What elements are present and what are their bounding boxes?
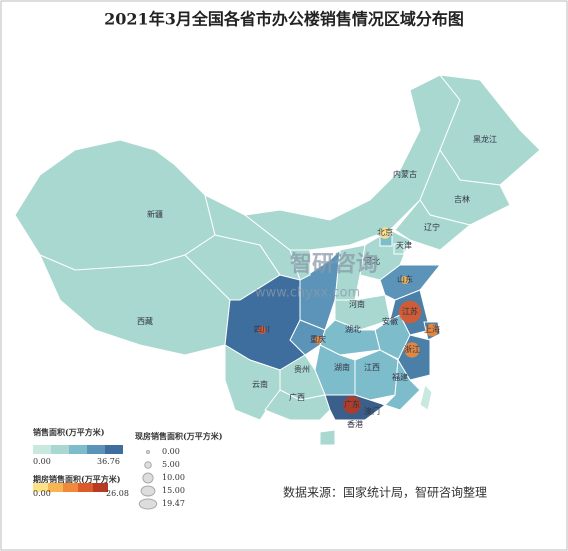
province-label: 贵州 — [294, 364, 310, 374]
province — [384, 358, 421, 411]
size-label: 15.00 — [162, 486, 185, 495]
legend-current: 0.00 5.00 10.00 15.00 19.47 — [138, 447, 185, 510]
legend-sales-min: 0.00 — [33, 457, 51, 466]
province-bubble — [343, 396, 361, 414]
province-bubble — [314, 336, 322, 344]
size-swatch — [146, 450, 150, 454]
legend-sales-max: 36.76 — [97, 457, 120, 466]
legend-swatch — [87, 445, 105, 454]
province-bubble — [401, 276, 409, 284]
title: 2021年3月全国各省市办公楼销售情况区域分布图 — [104, 10, 464, 29]
legend-swatch — [105, 445, 123, 454]
legend-current-title: 现房销售面积(万平方米) — [135, 431, 223, 441]
province — [264, 389, 331, 421]
province — [393, 243, 405, 255]
province-label: 湖北 — [345, 325, 361, 334]
province-label: 浙江 — [404, 344, 420, 354]
legend-sales — [33, 445, 123, 454]
province-bubble — [404, 342, 420, 358]
province-label: 辽宁 — [424, 222, 440, 232]
province-label: 安徽 — [382, 316, 398, 326]
province — [319, 429, 336, 446]
province-label: 山东 — [397, 274, 413, 284]
province-label: 福建 — [392, 372, 408, 382]
province-label: 四川 — [254, 325, 270, 334]
province-bubble — [258, 326, 266, 334]
size-label: 10.00 — [162, 473, 185, 482]
province-bubble — [425, 323, 439, 337]
size-label: 0.00 — [162, 447, 180, 456]
legend-swatch — [93, 483, 108, 492]
province-label: 云南 — [252, 379, 268, 389]
province-label: 重庆 — [310, 334, 326, 344]
legend-swatch — [51, 445, 69, 454]
watermark-url: www.chyxx.com — [255, 286, 360, 301]
legend-presale-min: 0.00 — [33, 489, 51, 498]
province-label: 黑龙江 — [473, 134, 497, 144]
size-swatch — [140, 485, 156, 497]
size-label: 19.47 — [162, 499, 185, 508]
legend-sales-title: 销售面积(万平方米) — [33, 427, 105, 437]
province-label: 西藏 — [137, 316, 153, 326]
legend-presale — [33, 483, 108, 492]
legend-swatch — [33, 445, 51, 454]
source: 数据来源：国家统计局，智研咨询整理 — [283, 485, 487, 500]
province-label: 江苏 — [402, 306, 418, 316]
province-label: 内蒙古 — [393, 169, 417, 179]
legend-swatch — [33, 483, 48, 492]
legend-swatch — [63, 483, 78, 492]
province-label: 湖南 — [334, 362, 350, 372]
province-label: 江西 — [364, 363, 380, 372]
size-swatch — [138, 498, 158, 510]
size-swatch — [144, 461, 152, 469]
province-label: 河北 — [364, 256, 380, 266]
province — [289, 249, 311, 281]
place-label: 香港 — [347, 419, 363, 429]
place-label: 澳门 — [364, 406, 380, 416]
province-label: 广东 — [344, 399, 360, 409]
province-bubble — [398, 300, 422, 324]
size-swatch — [142, 472, 154, 484]
watermark-brand: 智研咨询 — [290, 251, 378, 277]
legend-swatch — [48, 483, 63, 492]
province-label: 河南 — [349, 299, 365, 309]
province-label: 吉林 — [454, 194, 470, 204]
province — [419, 384, 433, 411]
province-label: 天津 — [396, 240, 412, 250]
province-bubble — [379, 227, 391, 239]
size-label: 5.00 — [162, 460, 180, 469]
province-label: 上海 — [424, 324, 440, 334]
legend-presale-max: 26.08 — [106, 489, 129, 498]
province-label: 广西 — [289, 392, 305, 402]
legend-swatch — [78, 483, 93, 492]
province-label: 北京 — [377, 227, 393, 237]
province — [394, 199, 472, 251]
province-label: 新疆 — [147, 209, 163, 219]
legend-presale-title: 期房销售面积(万平方米) — [33, 474, 121, 484]
legend-swatch — [69, 445, 87, 454]
